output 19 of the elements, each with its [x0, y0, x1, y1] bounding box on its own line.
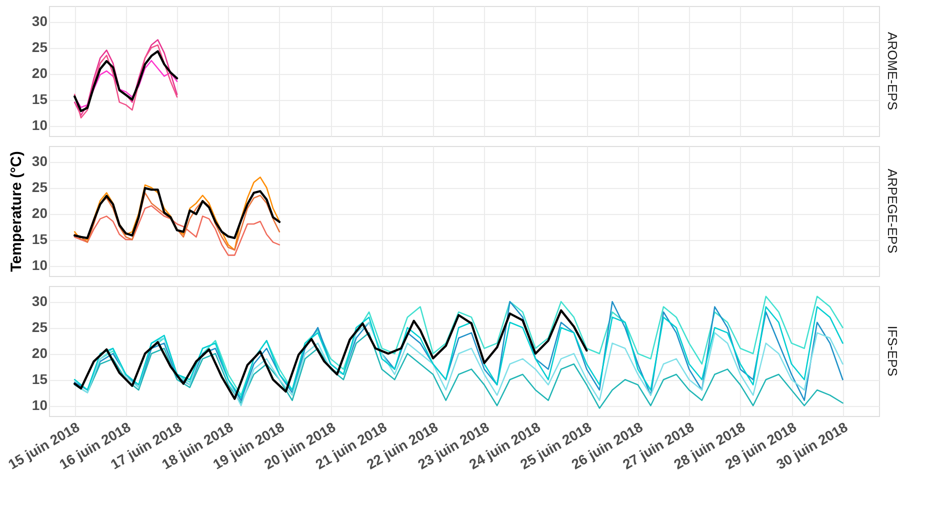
- y-tick-label: 20: [32, 65, 48, 82]
- y-tick-label: 15: [32, 231, 48, 248]
- y-tick-label: 30: [32, 13, 48, 30]
- y-tick-label: 25: [32, 39, 48, 56]
- y-tick-label: 15: [32, 371, 48, 388]
- text: IFS-EPS: [885, 326, 900, 377]
- y-tick-label: 10: [32, 117, 48, 134]
- y-tick-label: 20: [32, 345, 48, 362]
- y-axis-title: Temperature (°C): [8, 151, 25, 272]
- text: ARPEGE-EPS: [885, 168, 900, 254]
- y-tick-label: 10: [32, 257, 48, 274]
- y-tick-label: 25: [32, 319, 48, 336]
- y-tick-label: 10: [32, 397, 48, 414]
- y-tick-label: 30: [32, 153, 48, 170]
- y-tick-label: 30: [32, 293, 48, 310]
- text: AROME-EPS: [885, 32, 900, 110]
- y-tick-label: 25: [32, 179, 48, 196]
- y-tick-label: 20: [32, 205, 48, 222]
- y-tick-label: 15: [32, 91, 48, 108]
